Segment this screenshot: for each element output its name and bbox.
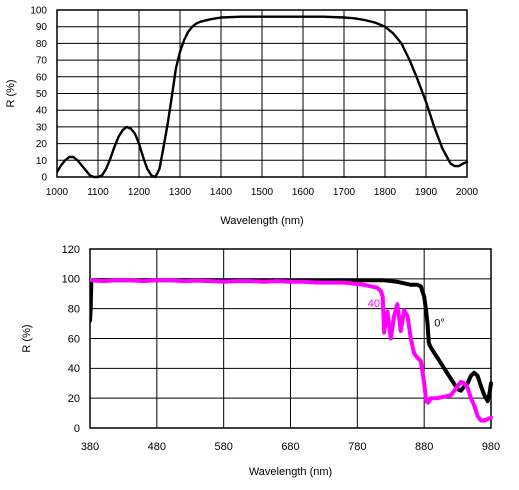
y-tick-label: 60 [36,72,48,83]
x-tick-label: 1900 [415,187,438,198]
y-tick-label: 40 [68,363,80,375]
x-tick-label: 680 [281,441,299,453]
x-tick-label: 1100 [87,187,109,198]
x-tick-label: 1200 [128,187,151,198]
y-tick-label: 50 [36,89,48,100]
y-tick-label: 60 [68,333,80,345]
series-line-2-2 [90,278,493,423]
x-tick-label: 1500 [251,187,274,198]
x-axis-label: Wavelength (nm) [220,215,303,227]
y-tick-label: 100 [62,274,80,286]
x-tick-label: 2000 [456,187,479,198]
series-line-1-1 [57,15,469,179]
y-tick-label: 20 [68,393,80,405]
x-tick-label: 1300 [169,187,192,198]
x-tick-label: 580 [214,441,232,453]
x-axis-label: Wavelength (nm) [249,466,332,478]
x-tick-label: 380 [81,441,99,453]
x-tick-label: 980 [482,441,500,453]
y-tick-label: 40 [36,106,48,117]
x-tick-label: 1400 [210,187,233,198]
y-tick-label: 30 [36,122,48,133]
x-tick-label: 880 [415,441,433,453]
x-tick-label: 1700 [333,187,356,198]
y-tick-label: 0 [74,423,80,435]
y-tick-label: 100 [30,6,47,17]
y-tick-label: 70 [36,56,48,67]
y-axis-label: R (%) [21,324,33,352]
annotation-label: 40° [368,298,385,310]
y-tick-label: 10 [36,156,48,167]
chart-1: 1000 1100 1200 1300 1400 1500 1600 1700 1800 1900… [5,6,479,228]
y-tick-label: 90 [36,22,48,33]
y-tick-label: 0 [41,173,47,184]
x-tick-label: 1000 [46,187,69,198]
y-tick-label: 80 [68,304,80,316]
y-axis-label: R (%) [5,79,17,107]
y-tick-label: 20 [36,139,48,150]
x-tick-label: 780 [348,441,366,453]
annotation-label: 0° [434,318,445,330]
y-tick-label: 120 [62,244,80,256]
x-tick-label: 1800 [374,187,397,198]
chart-2: 380 480 580 680 780 880 980 0 20 40 60 80 100 120 Wave… [21,244,500,478]
y-tick-label: 80 [36,39,48,50]
x-tick-label: 1600 [292,187,315,198]
x-tick-label: 480 [148,441,166,453]
